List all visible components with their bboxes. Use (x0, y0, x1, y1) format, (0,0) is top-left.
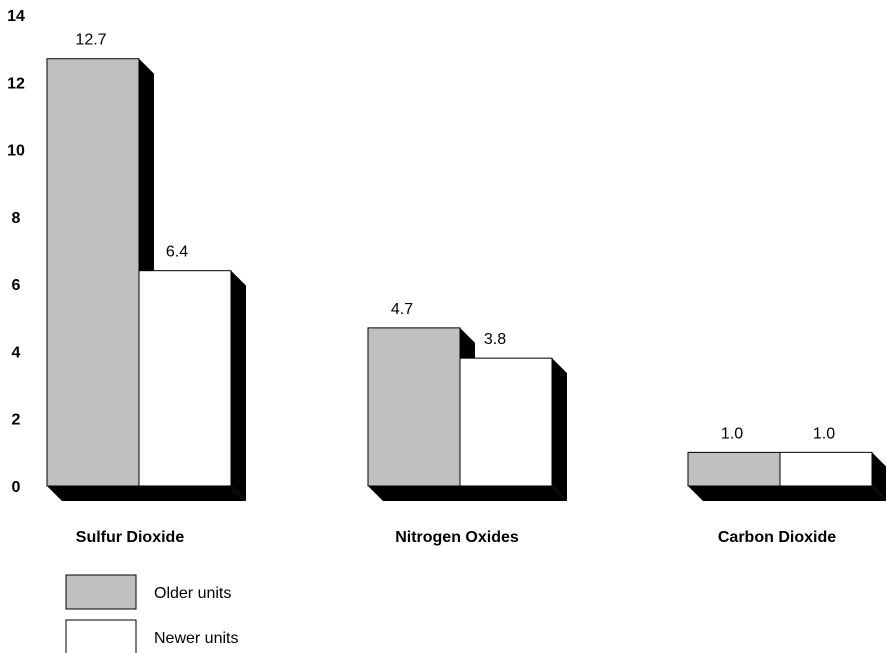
y-tick-label: 0 (12, 479, 21, 496)
bar-newer-units (459, 357, 553, 487)
side-shadow (231, 270, 246, 501)
bar-older-units (46, 58, 140, 487)
y-tick-label: 4 (12, 344, 21, 361)
bar-older-units (687, 451, 781, 487)
y-axis-ticks: 0 2 4 6 8 10 12 14 (7, 8, 25, 496)
y-tick-label: 10 (7, 143, 25, 160)
legend-swatch-older-units (65, 574, 137, 610)
data-label: 1.0 (721, 425, 743, 442)
legend: Older units Newer units (65, 574, 238, 653)
data-label: 1.0 (813, 425, 835, 442)
bar-older-units (367, 327, 461, 487)
floor-shadow (688, 486, 886, 501)
data-label: 4.7 (391, 301, 413, 318)
legend-swatch-newer-units (65, 619, 137, 653)
y-tick-label: 2 (12, 412, 21, 429)
side-shadow (460, 327, 475, 359)
bar-newer-units (779, 451, 873, 487)
category-label: Sulfur Dioxide (76, 529, 185, 546)
y-tick-label: 8 (12, 210, 21, 227)
category-label: Carbon Dioxide (718, 529, 836, 546)
bars (46, 58, 873, 487)
data-label: 3.8 (484, 331, 506, 348)
legend-label: Newer units (154, 630, 238, 647)
data-label: 6.4 (166, 244, 188, 261)
bar-newer-units (138, 270, 232, 487)
side-shadow (552, 358, 567, 501)
data-labels: 12.7 6.4 4.7 3.8 1.0 1.0 (75, 32, 835, 443)
side-shadow (872, 452, 886, 500)
category-label: Nitrogen Oxides (395, 529, 519, 546)
bar-shadows (47, 58, 886, 501)
side-shadow (139, 58, 154, 271)
floor-shadow (47, 486, 246, 501)
legend-label: Older units (154, 585, 231, 602)
category-labels: Sulfur Dioxide Nitrogen Oxides Carbon Diox… (76, 529, 836, 546)
y-tick-label: 6 (12, 277, 21, 294)
data-label: 12.7 (75, 32, 106, 49)
y-tick-label: 14 (7, 8, 25, 25)
floor-shadow (368, 486, 567, 501)
y-tick-label: 12 (7, 75, 25, 92)
